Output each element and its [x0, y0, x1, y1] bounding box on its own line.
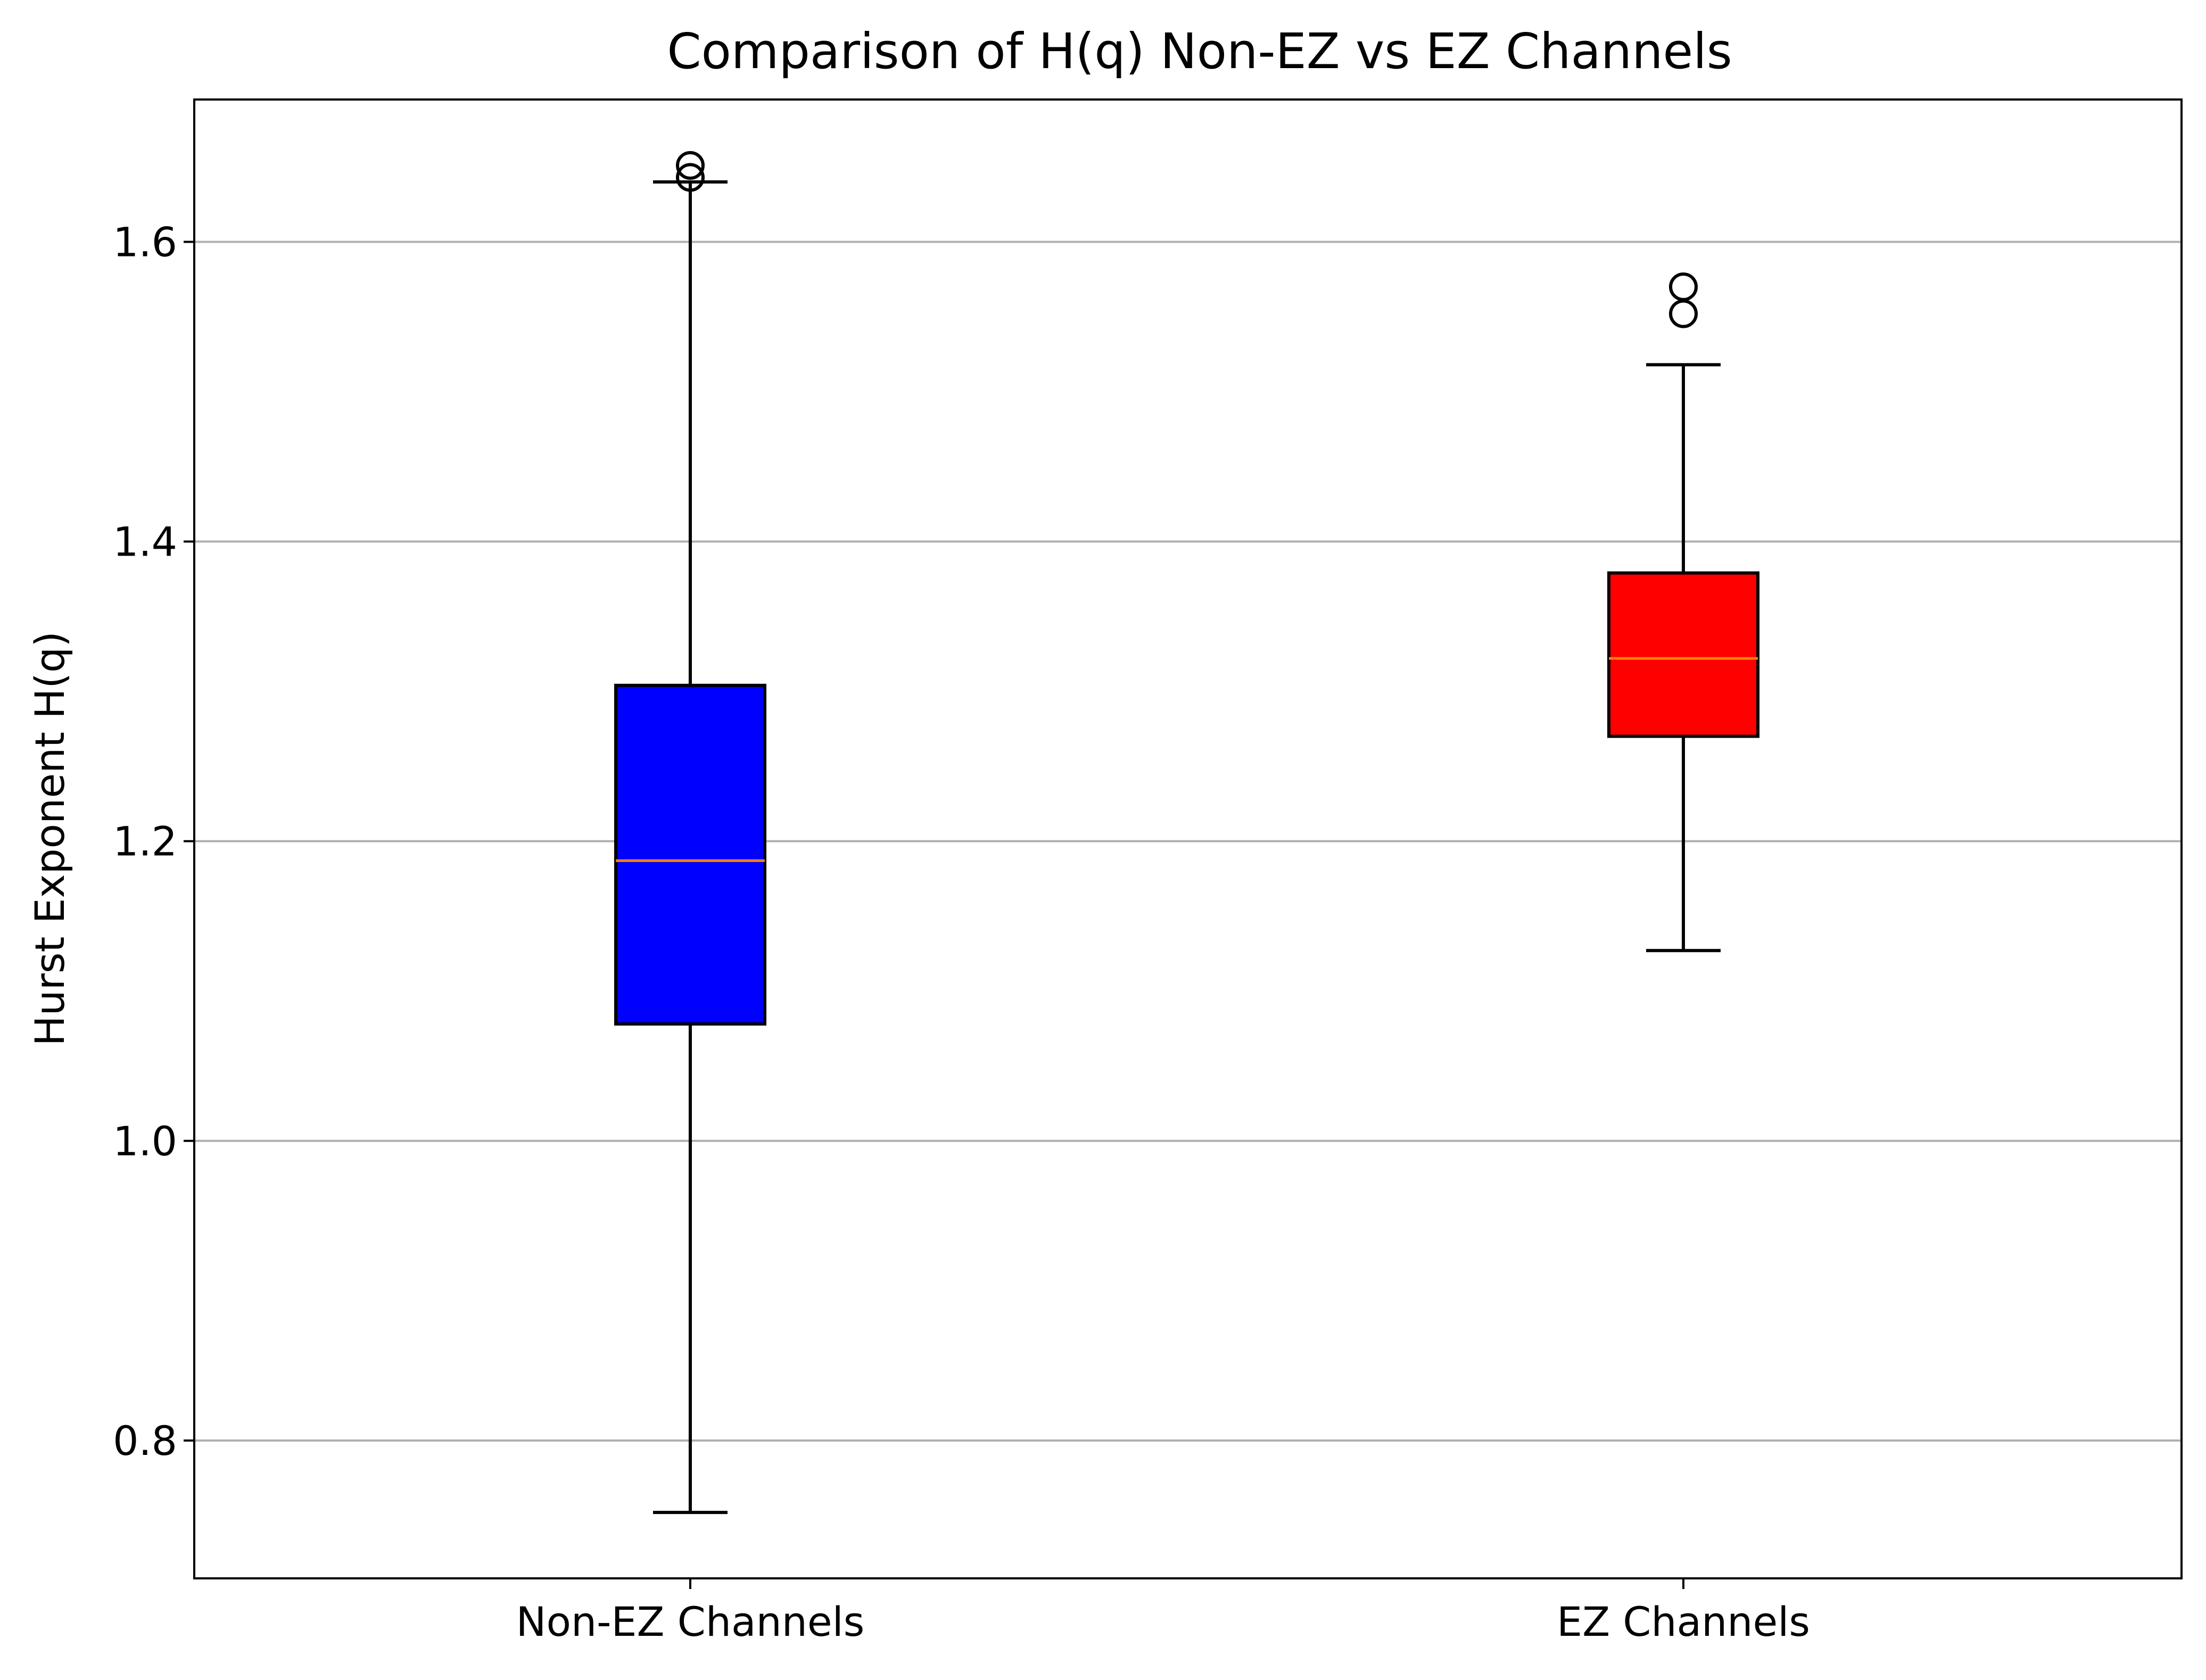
y-tick-label: 0.8: [113, 1417, 177, 1464]
box-non-ez: [614, 151, 766, 1515]
y-tick-label: 1.2: [113, 818, 177, 865]
x-tick-label: EZ Channels: [1557, 1598, 1810, 1645]
outlier-point: [1669, 272, 1698, 301]
chart-title: Comparison of H(q) Non-EZ vs EZ Channels: [667, 23, 1732, 80]
y-gridlines: [194, 241, 2182, 1442]
iqr-box: [614, 683, 766, 1026]
outlier-point: [676, 151, 705, 180]
box-ez: [1607, 272, 1759, 953]
plot-frame: [193, 98, 2183, 1579]
x-tick-label: Non-EZ Channels: [516, 1598, 865, 1645]
outlier-point: [676, 163, 705, 192]
boxes: [614, 151, 1759, 1515]
y-tick-label: 1.6: [113, 218, 177, 266]
x-axis-ticks: Non-EZ Channels EZ Channels: [516, 1578, 1810, 1645]
y-tick-label: 1.0: [113, 1118, 177, 1165]
y-axis-ticks: 0.8 1.0 1.2 1.4 1.6: [113, 218, 194, 1464]
y-tick-label: 1.4: [113, 518, 177, 566]
iqr-box: [1607, 571, 1759, 738]
y-axis-label: Hurst Exponent H(q): [26, 631, 73, 1046]
